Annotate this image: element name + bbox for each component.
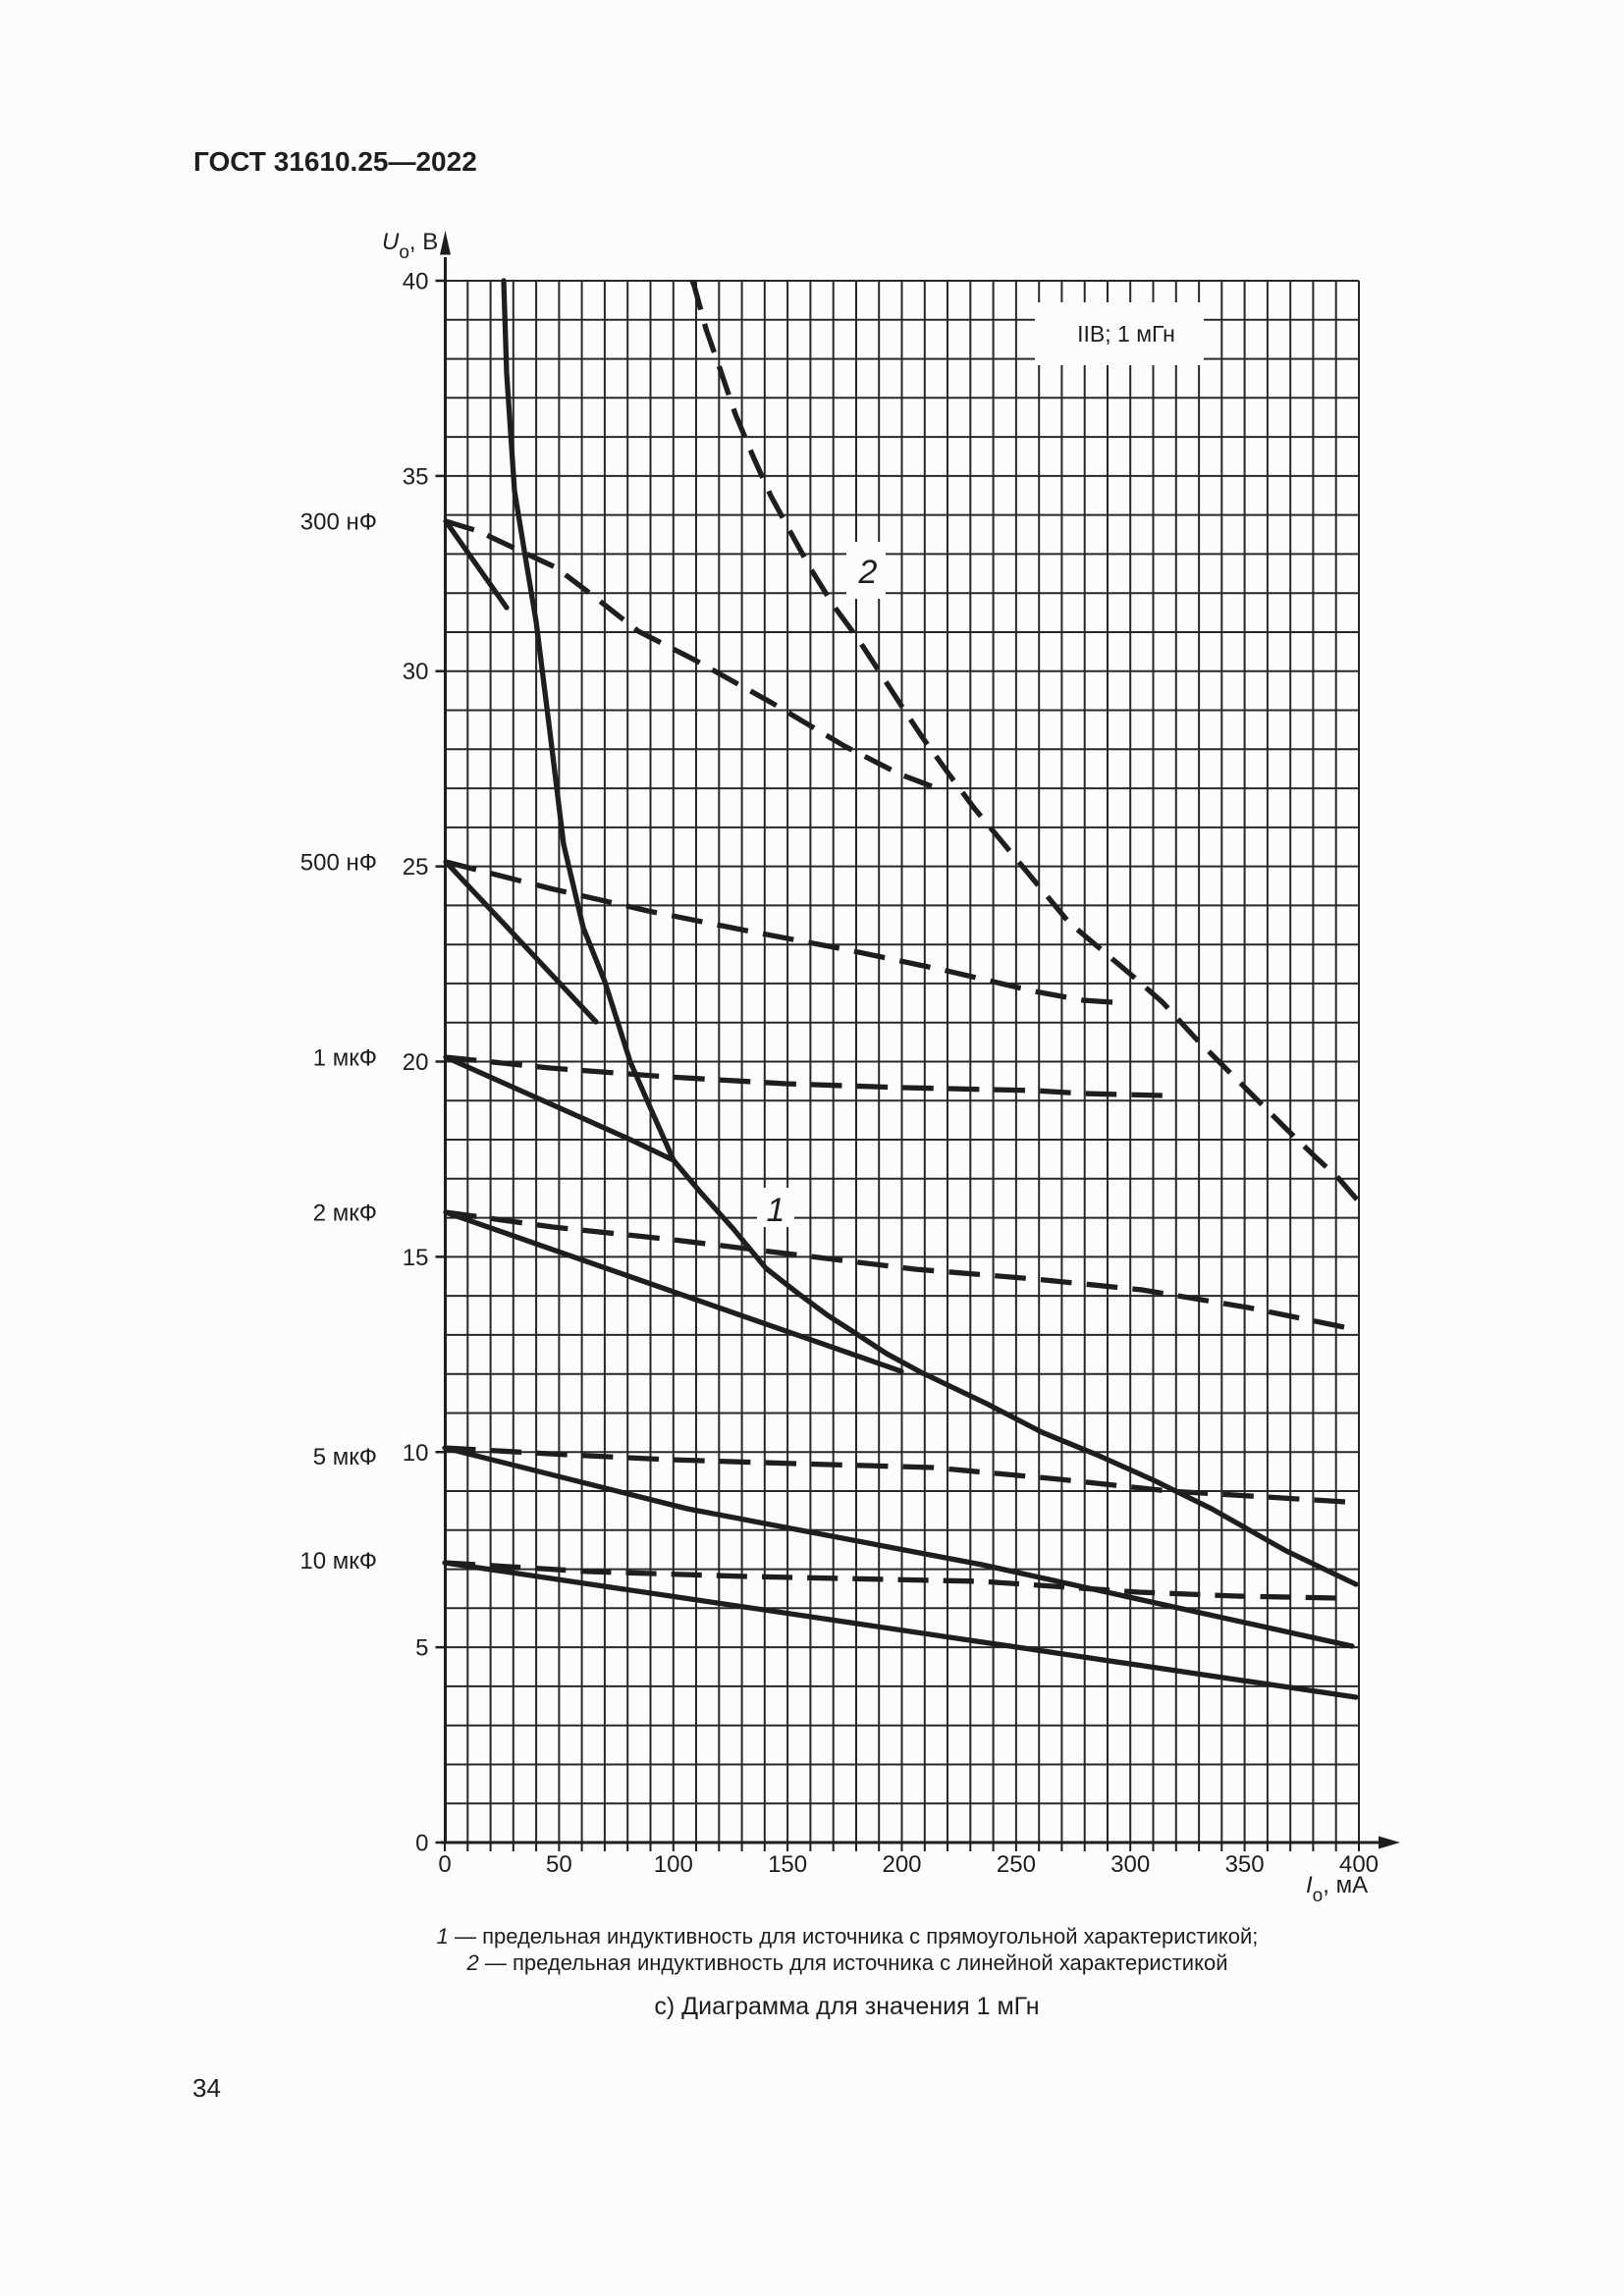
- svg-text:300 нФ: 300 нФ: [300, 509, 377, 536]
- svg-text:40: 40: [403, 269, 429, 295]
- svg-text:300: 300: [1110, 1851, 1150, 1878]
- svg-text:10: 10: [403, 1440, 429, 1467]
- svg-text:150: 150: [768, 1851, 807, 1878]
- svg-text:25: 25: [403, 854, 429, 881]
- svg-text:2: 2: [858, 554, 878, 591]
- svg-text:15: 15: [403, 1245, 429, 1271]
- svg-text:30: 30: [403, 659, 429, 685]
- svg-text:Uo, В: Uo, В: [382, 229, 438, 263]
- svg-text:20: 20: [403, 1049, 429, 1076]
- svg-text:100: 100: [654, 1851, 693, 1878]
- svg-text:2 мкФ: 2 мкФ: [313, 1201, 377, 1227]
- svg-text:0: 0: [415, 1831, 428, 1857]
- svg-text:350: 350: [1225, 1851, 1265, 1878]
- svg-text:200: 200: [882, 1851, 921, 1878]
- svg-text:IIВ; 1 мГн: IIВ; 1 мГн: [1077, 321, 1175, 347]
- svg-text:35: 35: [403, 463, 429, 490]
- svg-text:50: 50: [546, 1851, 572, 1878]
- svg-text:500 нФ: 500 нФ: [300, 850, 377, 877]
- svg-text:5: 5: [415, 1635, 428, 1662]
- svg-text:10 мкФ: 10 мкФ: [299, 1548, 377, 1575]
- svg-text:5 мкФ: 5 мкФ: [313, 1444, 377, 1470]
- svg-text:Io, мА: Io, мА: [1306, 1872, 1368, 1906]
- svg-text:400: 400: [1339, 1851, 1379, 1878]
- svg-text:1: 1: [767, 1192, 785, 1229]
- svg-text:0: 0: [438, 1851, 451, 1878]
- svg-text:1 мкФ: 1 мкФ: [313, 1045, 377, 1072]
- svg-text:250: 250: [997, 1851, 1036, 1878]
